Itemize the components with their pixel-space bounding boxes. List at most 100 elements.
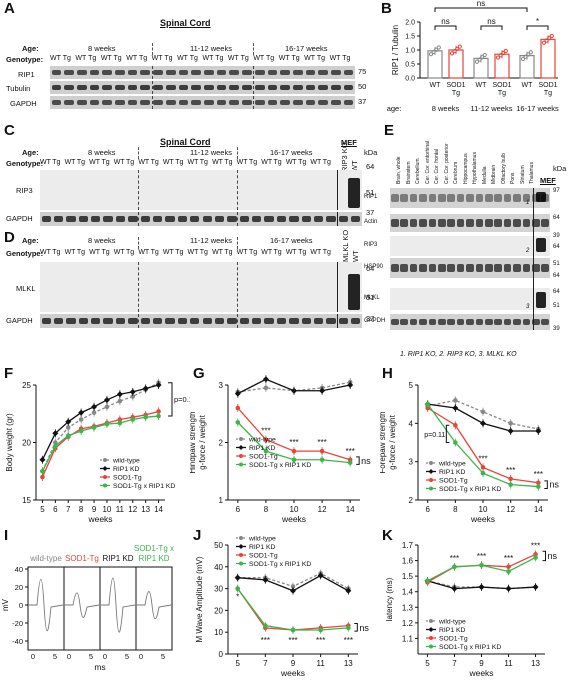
panel-c-kda-2: 51: [366, 188, 375, 197]
y-axis-label: Forepaw strength: [380, 411, 387, 473]
y-tick-label: 5: [409, 381, 414, 390]
data-point: [290, 587, 296, 594]
data-point: [317, 572, 324, 579]
genotype-lane-label: WT: [177, 55, 188, 62]
legend-label: SOD1-Tg: [249, 553, 278, 560]
protein-band: [242, 69, 252, 76]
panel-d-genotype-label: Genotype:: [6, 249, 44, 258]
protein-band: [264, 318, 274, 324]
data-point: [474, 59, 480, 64]
data-point: [91, 410, 97, 415]
genotype-lane-label: Tg: [126, 159, 135, 166]
y-tick-label: 20: [15, 583, 23, 592]
panel-c-row-gapdh: GAPDH: [6, 214, 33, 223]
data-point: [234, 574, 241, 581]
genotype-lane-label: Tg: [52, 249, 61, 256]
data-point: [143, 414, 148, 420]
data-point: [451, 585, 458, 592]
data-point: [495, 55, 501, 60]
data-point: [262, 376, 269, 383]
region-label: Thalamus: [529, 162, 535, 184]
panel-f-line-chart: 15 20 25 5 6 7 8 9 10 11 12 13 14 weeks Body weight (g…: [5, 378, 190, 523]
genotype-lane-label: WT: [138, 249, 150, 256]
protein-band: [343, 69, 354, 76]
series-line: [41, 384, 159, 461]
protein-band: [91, 216, 101, 222]
protein-band: [456, 219, 465, 227]
x-tick-label: 5: [161, 652, 165, 661]
x-tick-label: 7: [66, 505, 71, 514]
protein-band: [343, 84, 354, 91]
panel-a-age-label: Age:: [22, 44, 39, 53]
protein-band: [280, 99, 290, 106]
panel-e-blot-row: [390, 258, 550, 278]
legend-label: RIP1 KD: [113, 466, 140, 473]
genotype-lane-label: Tg: [273, 159, 282, 166]
x-tick-label: 9: [291, 659, 296, 668]
genotype-lane-label: Tg: [224, 249, 233, 256]
x-tick-label: 13: [344, 659, 353, 668]
region-label: Striatum: [519, 165, 526, 184]
protein-band: [152, 216, 163, 222]
protein-band: [532, 194, 540, 202]
protein-band: [475, 194, 484, 202]
m-wave-trace: [101, 577, 136, 633]
x-tick-label: 12: [318, 505, 327, 514]
data-point: [547, 36, 552, 41]
mef-separator: [337, 170, 338, 210]
panel-h-label: H: [382, 365, 393, 382]
protein-band: [115, 84, 125, 91]
data-point: [498, 53, 503, 58]
legend-marker: [102, 466, 108, 471]
protein-band: [165, 69, 176, 76]
panel-a-genotype-label: Genotype:: [6, 55, 44, 64]
panel-d-blot-mlkl: [40, 262, 362, 312]
genotype-lane-label: Tg: [113, 55, 122, 62]
ns-label: ns: [548, 551, 558, 561]
protein-band: [202, 318, 212, 324]
protein-band: [456, 264, 465, 272]
x-tick-label: WT: [522, 82, 534, 89]
legend-marker: [429, 478, 433, 482]
protein-band: [103, 216, 113, 222]
protein-band: [202, 216, 212, 222]
y-axis-label: g-force / weight: [388, 414, 397, 469]
sig-star: ***: [345, 447, 354, 456]
data-point: [291, 457, 297, 463]
data-point: [346, 625, 351, 631]
protein-band: [331, 84, 341, 91]
y-tick-label: 1.5: [405, 34, 415, 41]
genotype-lane-label: WT: [212, 249, 223, 256]
protein-band: [242, 99, 252, 106]
x-axis-label: weeks: [87, 514, 112, 523]
ns-bracket: [354, 622, 358, 632]
protein-band: [541, 318, 549, 326]
sig-label: ns: [441, 17, 449, 26]
protein-band: [475, 264, 484, 272]
region-label: Cerebellum: [415, 158, 421, 184]
genotype-lane-label: WT: [113, 249, 125, 256]
panel-e-kda: 64: [553, 244, 560, 250]
x-tick-label: Tg: [498, 90, 506, 97]
series-line: [427, 399, 539, 430]
protein-band: [313, 216, 324, 222]
panel-e-row-label: MLKL: [364, 295, 380, 301]
protein-band: [438, 219, 446, 227]
rip1-positive-band: [536, 192, 546, 202]
mef-separator: [337, 262, 338, 312]
panel-a-row-tubulin: Tubulin: [6, 84, 31, 93]
protein-band: [428, 318, 437, 326]
y-tick-label: 0: [219, 650, 224, 659]
data-point: [533, 555, 538, 560]
region-label: Cer. Cor. entorhinal: [424, 140, 431, 184]
genotype-lane-label: WT: [64, 159, 76, 166]
genotype-lane-label: WT: [64, 249, 76, 256]
genotype-lane-label: WT: [113, 159, 125, 166]
panel-a-kda-2: 50: [358, 82, 367, 91]
sig-star: *: [236, 593, 239, 602]
trace-header: RIP1 KD: [102, 554, 133, 563]
data-point: [65, 418, 72, 425]
group-separator: [236, 237, 238, 249]
panel-e-row-label: Actin: [364, 219, 378, 225]
